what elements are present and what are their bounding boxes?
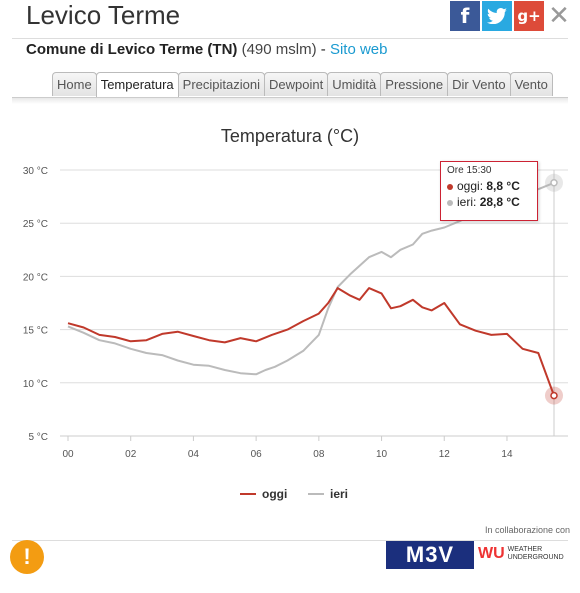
tab-pressione[interactable]: Pressione [380,72,449,96]
facebook-icon[interactable]: f [450,1,480,31]
temperature-chart[interactable]: Temperatura (°C) 5 °C 10 °C 15 °C 20 °C 25 °C… [0,0,580,520]
tab-bar: Home Temperatura Precipitazioni Dewpoint… [52,72,553,98]
warning-icon[interactable]: ! [10,540,44,574]
social-bar: f g+ ✕ [450,1,572,31]
wu-logo-text: WEATHER UNDERGROUND [507,546,564,561]
chart-tooltip: Ore 15:30 oggi: 8,8 °C ieri: 28,8 °C [440,161,538,221]
tab-temperatura[interactable]: Temperatura [95,72,179,98]
tooltip-ieri: ieri: 28,8 °C [447,194,531,210]
y-tick-label: 20 °C [23,272,48,283]
x-tick-label: 02 [125,449,137,460]
legend-label-oggi: oggi [262,487,287,501]
wu-logo-icon: WU [478,545,505,562]
page-title: Levico Terme [26,0,181,30]
tooltip-oggi-value: 8,8 °C [486,179,520,193]
x-tick-label: 10 [376,449,388,460]
y-tick-label: 15 °C [23,326,48,337]
x-tick-label: 08 [313,449,325,460]
y-tick-label: 5 °C [28,432,48,443]
mbv-logo[interactable]: M3V [386,541,474,569]
tooltip-oggi: oggi: 8,8 °C [447,178,531,194]
google-plus-icon[interactable]: g+ [514,1,544,31]
series-line-oggi [67,287,555,396]
chart-title: Temperatura (°C) [221,126,359,146]
tab-umidita[interactable]: Umidità [327,72,382,96]
tab-dewpoint[interactable]: Dewpoint [264,72,329,96]
legend-label-ieri: ieri [330,487,348,501]
website-link[interactable]: Sito web [329,41,388,58]
tab-divider [12,97,568,98]
tooltip-ieri-value: 28,8 °C [479,195,520,209]
tab-vento[interactable]: Vento [509,72,553,96]
header-divider [12,38,568,39]
ieri-dot-icon [447,199,453,206]
footer-divider [12,540,568,541]
series-point-ieri [550,179,558,187]
subtitle-separator: - [316,41,330,58]
x-tick-label: 12 [439,449,451,460]
collaboration-label: In collaborazione con [484,525,570,535]
y-tick-label: 25 °C [23,219,48,230]
station-altitude: (490 mslm) [241,41,317,58]
y-tick-label: 10 °C [23,379,48,390]
x-tick-label: 00 [62,449,74,460]
tooltip-oggi-label: oggi: [457,179,484,193]
tab-home[interactable]: Home [52,72,97,96]
series-point-oggi [550,391,558,400]
close-icon[interactable]: ✕ [548,1,570,31]
station-name: Comune di Levico Terme (TN) [26,41,238,58]
station-subtitle: Comune di Levico Terme (TN) (490 mslm) -… [26,41,388,58]
x-tick-label: 14 [501,449,513,460]
twitter-icon[interactable] [482,1,512,31]
tooltip-ieri-label: ieri: [457,195,477,209]
x-tick-label: 06 [251,449,263,460]
tooltip-time: Ore 15:30 [447,165,492,176]
series-line-ieri [67,181,555,376]
tab-dir-vento[interactable]: Dir Vento [447,72,511,96]
oggi-dot-icon [447,183,453,190]
wunderground-logo[interactable]: WU WEATHER UNDERGROUND [478,545,564,563]
y-tick-label: 30 °C [23,166,48,177]
x-tick-label: 04 [188,449,200,460]
tab-shadow [12,98,568,104]
